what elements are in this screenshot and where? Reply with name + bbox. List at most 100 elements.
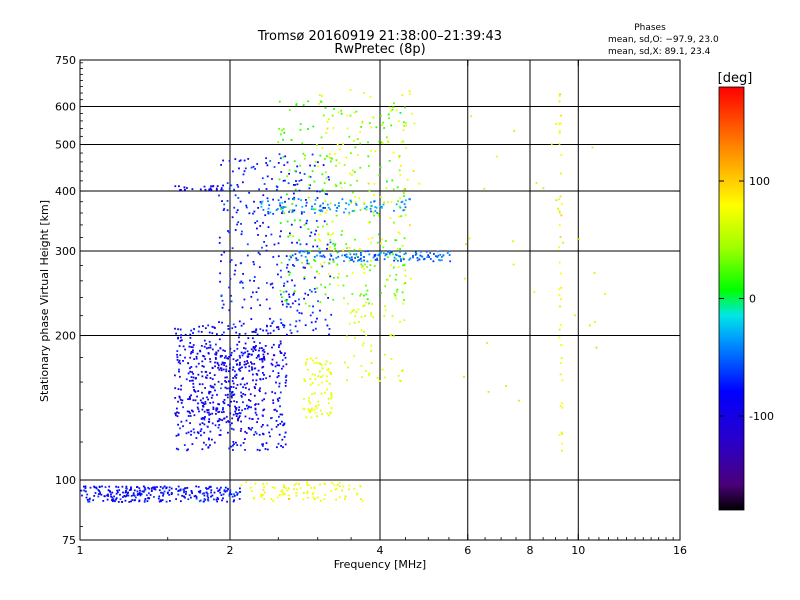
data-point — [203, 185, 206, 188]
data-point — [208, 420, 211, 423]
data-point — [248, 353, 251, 355]
data-point — [343, 254, 346, 257]
data-point — [289, 209, 291, 212]
data-point — [282, 179, 285, 182]
data-point — [558, 246, 560, 249]
data-point — [260, 202, 263, 205]
data-point — [304, 154, 306, 157]
data-point — [88, 500, 91, 503]
data-point — [259, 390, 261, 393]
data-point — [232, 382, 235, 385]
data-point — [232, 323, 235, 326]
data-point — [251, 367, 253, 370]
data-point — [363, 92, 365, 94]
data-point — [283, 326, 285, 329]
data-point — [189, 356, 192, 359]
data-point — [211, 378, 214, 380]
data-point — [319, 190, 321, 193]
data-point — [282, 128, 285, 130]
data-point — [271, 486, 274, 489]
data-point — [329, 241, 332, 244]
data-point — [330, 392, 333, 394]
data-point — [361, 500, 364, 502]
data-point — [276, 496, 279, 499]
data-point — [177, 412, 180, 414]
data-point — [404, 269, 407, 272]
data-point — [310, 321, 313, 324]
data-point — [559, 373, 562, 376]
data-point — [230, 427, 233, 430]
data-point — [388, 252, 391, 254]
data-point — [244, 415, 247, 418]
data-point — [288, 296, 291, 298]
data-point — [243, 383, 246, 386]
data-point — [185, 493, 187, 495]
data-point — [349, 89, 352, 91]
data-point — [230, 400, 233, 403]
data-point — [295, 257, 298, 260]
data-point — [289, 323, 292, 326]
data-point — [285, 290, 288, 293]
data-point — [176, 353, 178, 356]
data-point — [326, 193, 328, 196]
data-point — [262, 194, 265, 197]
data-point — [248, 191, 250, 194]
data-point — [228, 356, 230, 358]
data-point — [281, 493, 284, 496]
data-point — [288, 274, 291, 276]
data-point — [594, 321, 596, 323]
data-point — [352, 309, 355, 311]
data-point — [249, 400, 252, 402]
data-point — [343, 260, 345, 262]
data-point — [203, 418, 206, 421]
data-point — [345, 256, 348, 258]
data-point — [326, 203, 329, 206]
data-point — [175, 414, 177, 417]
data-points — [80, 89, 606, 503]
data-point — [246, 243, 249, 246]
data-point — [304, 256, 307, 258]
data-point — [314, 208, 317, 211]
data-point — [400, 260, 402, 262]
data-point — [219, 367, 222, 369]
data-point — [227, 393, 229, 396]
data-point — [220, 253, 223, 256]
data-point — [355, 110, 358, 113]
data-point — [449, 260, 452, 263]
data-point — [361, 376, 363, 379]
data-point — [385, 136, 388, 139]
data-point — [327, 369, 329, 371]
data-point — [209, 377, 212, 379]
data-point — [383, 315, 386, 317]
data-point — [280, 322, 283, 324]
data-point — [244, 408, 246, 410]
data-point — [368, 221, 371, 224]
data-point — [325, 155, 328, 158]
data-point — [276, 186, 279, 188]
data-point — [333, 249, 335, 252]
data-point — [353, 487, 356, 490]
data-point — [334, 204, 336, 206]
data-point — [186, 410, 189, 413]
data-point — [213, 374, 216, 376]
data-point — [235, 331, 238, 334]
data-point — [261, 360, 264, 363]
data-point — [324, 318, 327, 321]
data-point — [324, 158, 326, 160]
data-point — [238, 409, 240, 411]
data-point — [288, 109, 291, 111]
data-point — [270, 498, 273, 500]
data-point — [392, 151, 395, 154]
data-point — [354, 146, 357, 149]
data-point — [366, 260, 369, 263]
data-point — [418, 182, 421, 185]
data-point — [123, 495, 126, 497]
data-point — [337, 272, 340, 275]
data-point — [412, 170, 415, 172]
data-point — [406, 178, 409, 181]
data-point — [248, 399, 250, 401]
data-point — [202, 405, 205, 408]
data-point — [271, 358, 274, 361]
data-point — [286, 266, 288, 269]
data-point — [402, 256, 404, 259]
